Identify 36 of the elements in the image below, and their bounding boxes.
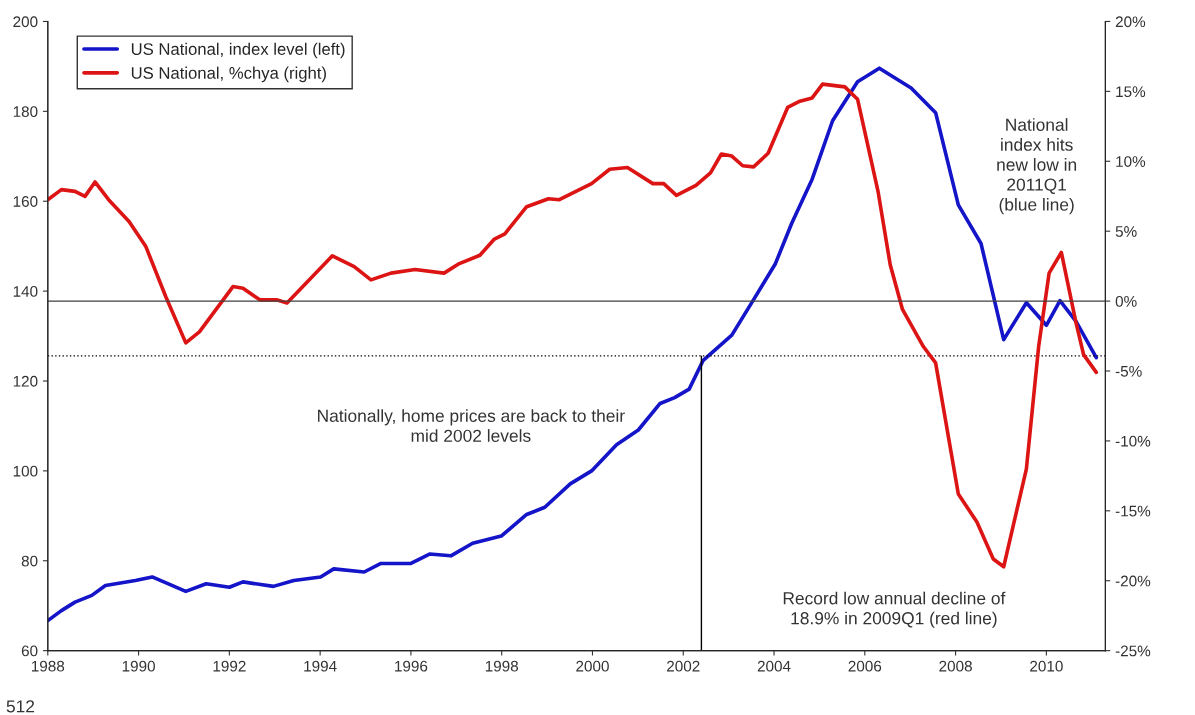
y-tick-label: 120: [13, 375, 38, 387]
x-tick-label: 2006: [848, 660, 882, 672]
y-tick-label: 180: [13, 106, 38, 118]
x-tick-label: 2008: [939, 660, 972, 672]
y2-tick-label: 15%: [1116, 86, 1146, 98]
x-tick-label: 1990: [122, 660, 155, 672]
annotation: National index hits new low in 2011Q1 (blue line): [997, 118, 1077, 215]
x-tick-label: 1998: [485, 660, 519, 672]
y-tick-label: 200: [13, 16, 38, 28]
y2-tick-label: 0%: [1115, 295, 1137, 307]
y-tick-label: 80: [21, 555, 38, 567]
y2-tick-label: -15%: [1115, 505, 1151, 517]
y-tick-label: 140: [13, 285, 38, 297]
x-tick-label: 1992: [213, 660, 246, 672]
y-tick-label: 100: [13, 465, 38, 477]
y2-tick-label: 10%: [1116, 156, 1146, 167]
legend-label: US National, %chya (right): [131, 66, 326, 83]
x-tick-label: 1988: [31, 660, 65, 672]
x-tick-label: 1994: [304, 660, 337, 672]
y2-tick-label: -10%: [1115, 435, 1151, 447]
x-tick-label: 2010: [1030, 660, 1063, 672]
x-tick-label: 2004: [757, 660, 791, 672]
y2-tick-label: 20%: [1115, 16, 1146, 28]
y-tick-label: 160: [13, 196, 38, 207]
y2-tick-label: 5%: [1115, 226, 1137, 237]
legend-label: US National, index level (left): [131, 42, 345, 59]
x-tick-label: 1996: [395, 660, 428, 672]
y-tick-label: 60: [21, 645, 38, 657]
y2-tick-label: -25%: [1115, 645, 1151, 657]
x-tick-label: 2000: [576, 660, 609, 672]
x-tick-label: 2002: [667, 660, 700, 672]
annotation: Nationally, home prices are back to their mid 2002 levels: [318, 409, 625, 442]
annotation: Record low annual decline of 18.9% in 2009Q1 (red line): [783, 591, 1006, 628]
text: 512: [6, 700, 35, 713]
y2-tick-label: -5%: [1115, 365, 1142, 377]
y2-tick-label: -20%: [1115, 575, 1151, 587]
